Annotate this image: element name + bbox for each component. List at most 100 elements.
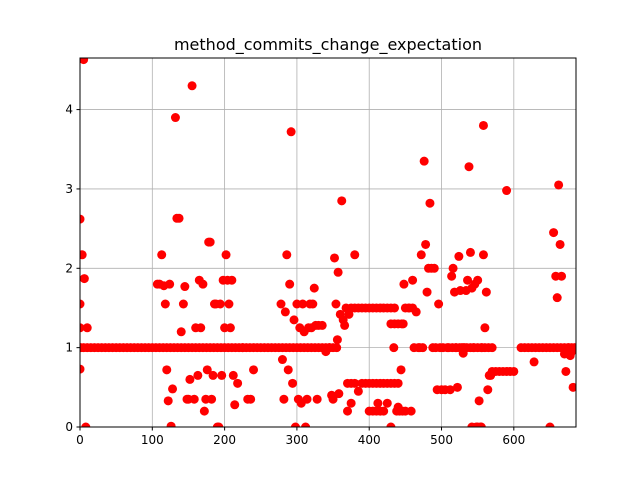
data-point [346, 398, 356, 408]
data-point [334, 389, 344, 399]
data-point [180, 282, 190, 292]
data-point [224, 299, 234, 309]
data-point [476, 422, 486, 427]
data-point [331, 299, 341, 309]
data-point [246, 394, 256, 404]
data-point [418, 343, 428, 353]
data-point [280, 307, 290, 317]
data-point [285, 279, 295, 289]
data-point [478, 250, 488, 260]
y-tick-label: 0 [65, 420, 73, 434]
data-point [568, 382, 576, 392]
data-point [168, 384, 178, 394]
x-tick-label: 500 [430, 433, 453, 447]
data-point [221, 250, 231, 260]
data-point [249, 365, 259, 375]
data-point [422, 287, 432, 297]
data-point [290, 422, 300, 427]
data-point [230, 400, 240, 410]
data-point [390, 303, 400, 313]
data-point [561, 366, 571, 376]
y-tick-label: 2 [65, 261, 73, 275]
data-point [214, 422, 224, 427]
data-point [165, 279, 175, 289]
data-point [298, 299, 308, 309]
data-point [425, 198, 435, 208]
y-tick-label: 4 [65, 103, 73, 117]
x-tick-label: 600 [502, 433, 525, 447]
data-point [421, 239, 431, 249]
data-point [448, 263, 458, 273]
data-point [398, 319, 408, 329]
data-point [452, 382, 462, 392]
data-point [163, 396, 173, 406]
data-point [332, 335, 342, 345]
data-point [445, 385, 455, 395]
data-point [317, 320, 327, 330]
data-point [312, 394, 322, 404]
data-point [276, 299, 286, 309]
data-point [227, 275, 237, 285]
data-point [386, 422, 396, 427]
data-point [166, 421, 176, 427]
data-point [330, 253, 340, 263]
data-point [481, 287, 491, 297]
data-point [207, 394, 217, 404]
data-point [552, 293, 562, 303]
data-point [279, 394, 289, 404]
data-point [474, 396, 484, 406]
data-point [353, 386, 363, 396]
x-tick-label: 0 [76, 433, 84, 447]
x-axis-ticks: 0 100 200 300 400 500 600 [76, 427, 525, 447]
data-point [328, 394, 338, 404]
data-point [217, 370, 227, 380]
data-point [199, 406, 209, 416]
data-point [529, 357, 539, 367]
data-point [302, 394, 312, 404]
data-point [434, 299, 444, 309]
data-point [170, 113, 180, 123]
data-point [308, 299, 318, 309]
data-point [301, 422, 311, 427]
data-point [404, 303, 414, 313]
data-point [174, 213, 184, 223]
data-point [549, 228, 559, 238]
data-point [233, 378, 243, 388]
data-point [340, 320, 350, 330]
data-point [483, 385, 493, 395]
data-point [429, 263, 439, 273]
data-point [454, 251, 464, 261]
data-point [225, 323, 235, 333]
data-point [202, 365, 212, 375]
data-point [473, 275, 483, 285]
data-point [80, 58, 89, 65]
x-tick-label: 300 [285, 433, 308, 447]
data-point [81, 422, 91, 427]
y-tick-label: 1 [65, 341, 73, 355]
data-point [82, 323, 92, 333]
data-point [208, 370, 218, 380]
data-point [406, 406, 416, 416]
data-point [350, 378, 360, 388]
data-point [389, 343, 399, 353]
plot-area-frame [79, 57, 577, 428]
data-point [282, 250, 292, 260]
data-point [80, 274, 89, 284]
data-point [228, 370, 238, 380]
data-point [557, 271, 567, 281]
data-point [502, 186, 512, 196]
data-point [193, 370, 203, 380]
data-point [480, 323, 490, 333]
data-point [554, 180, 564, 190]
data-point [379, 406, 389, 416]
data-point [80, 364, 85, 374]
data-point [463, 275, 473, 285]
data-point [283, 365, 293, 375]
data-point [189, 394, 199, 404]
data-point [393, 378, 403, 388]
data-point [157, 250, 167, 260]
data-point [570, 343, 576, 353]
data-point [337, 196, 347, 206]
data-point [509, 366, 519, 376]
